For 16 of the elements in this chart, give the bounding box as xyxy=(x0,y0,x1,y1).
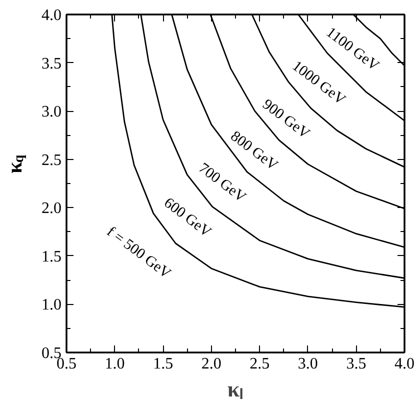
x-tick-label: 3.0 xyxy=(298,356,318,372)
x-axis-title: κₗ xyxy=(227,376,244,402)
x-tick-label: 3.5 xyxy=(346,356,366,372)
y-tick-label: 1.0 xyxy=(42,296,62,314)
y-tick-label: 2.0 xyxy=(42,200,62,218)
x-tick-label: 2.5 xyxy=(250,356,270,372)
x-tick-label: 2.0 xyxy=(201,356,222,372)
y-tick-label: 3.5 xyxy=(42,55,62,72)
x-tick-label: 1.5 xyxy=(153,356,174,372)
y-tick-label: 3.0 xyxy=(42,104,62,121)
y-tick-label: 1.5 xyxy=(42,248,62,266)
x-tick-label: 1.0 xyxy=(104,356,125,372)
y-tick-label: 2.5 xyxy=(42,152,62,169)
y-axis-title: κq xyxy=(2,154,27,174)
x-tick-label: 4.0 xyxy=(394,356,414,372)
y-tick-label: 4.0 xyxy=(42,7,62,24)
